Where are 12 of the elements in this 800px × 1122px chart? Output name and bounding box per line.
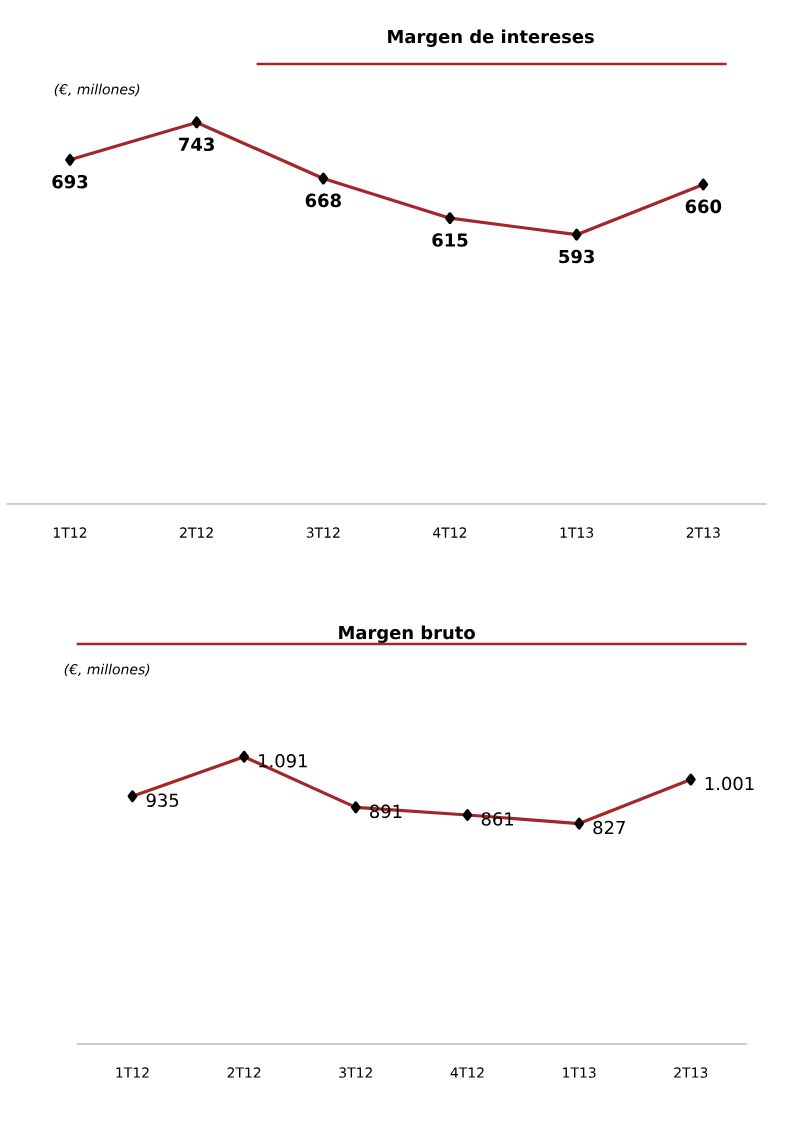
data-label: 593 <box>558 249 594 264</box>
data-label: 827 <box>593 820 625 835</box>
data-label: 935 <box>146 793 178 808</box>
data-label: 615 <box>432 233 468 247</box>
data-label: 743 <box>178 137 214 152</box>
chart-title: Margen bruto <box>338 625 475 643</box>
data-label: 660 <box>685 199 721 214</box>
chart-title: Margen de intereses <box>387 29 594 47</box>
data-label: 1.001 <box>705 776 754 791</box>
data-label: 693 <box>52 174 87 189</box>
data-label: 1.091 <box>258 753 307 768</box>
data-label: 668 <box>305 193 341 208</box>
